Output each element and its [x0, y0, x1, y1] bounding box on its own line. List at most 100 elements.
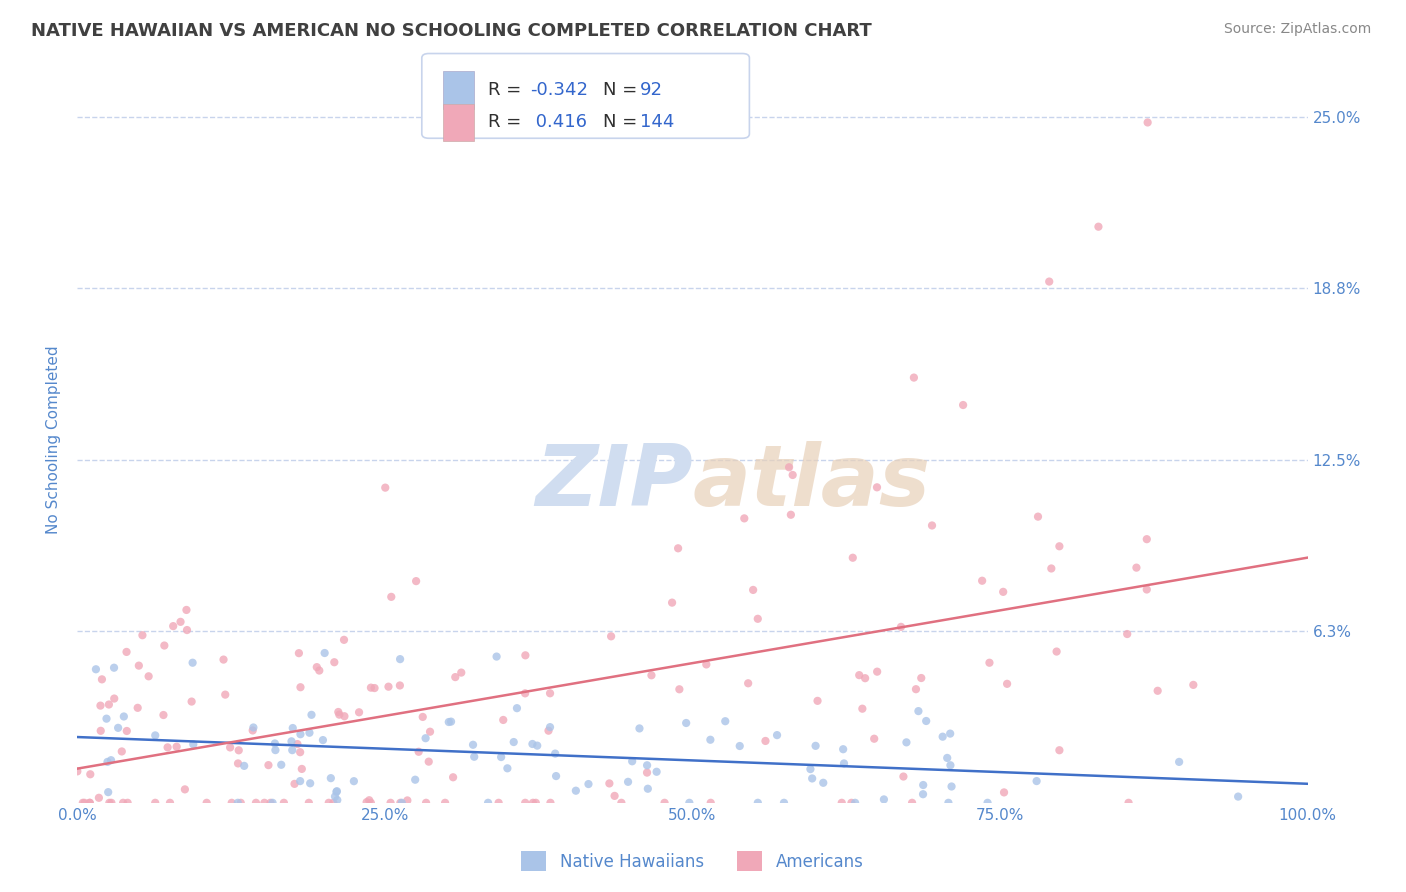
Point [322, 796, 344, 810]
Point [264, 743, 287, 757]
Point [489, 750, 512, 764]
Point [212, 652, 235, 666]
Point [921, 518, 943, 533]
Point [907, 704, 929, 718]
Point [496, 761, 519, 775]
Point [281, 721, 304, 735]
Point [1146, 683, 1168, 698]
Point [893, 770, 915, 784]
Point [848, 668, 870, 682]
Point [1087, 219, 1109, 234]
Point [522, 796, 544, 810]
Point [176, 623, 198, 637]
Point [637, 781, 659, 796]
Point [281, 743, 304, 757]
Point [298, 725, 321, 739]
Point [1168, 755, 1191, 769]
Point [288, 745, 311, 759]
Point [912, 778, 935, 792]
Point [546, 769, 568, 783]
Point [408, 745, 430, 759]
Point [506, 701, 529, 715]
Point [610, 796, 633, 810]
Point [444, 670, 467, 684]
Point [299, 776, 322, 790]
Point [90, 723, 112, 738]
Point [221, 796, 243, 810]
Point [737, 676, 759, 690]
Point [308, 664, 330, 678]
Point [100, 753, 122, 767]
Point [915, 714, 938, 728]
Point [995, 677, 1018, 691]
Point [380, 796, 402, 810]
Point [621, 754, 644, 768]
Point [173, 782, 195, 797]
Point [1026, 509, 1049, 524]
Point [128, 658, 150, 673]
Point [1136, 532, 1159, 546]
Point [333, 632, 356, 647]
Text: 144: 144 [640, 113, 673, 131]
Point [117, 796, 139, 810]
Point [152, 708, 174, 723]
Point [180, 695, 202, 709]
Point [98, 796, 121, 810]
Point [233, 759, 256, 773]
Point [1118, 796, 1140, 810]
Point [245, 796, 267, 810]
Point [253, 796, 276, 810]
Point [79, 767, 101, 781]
Point [226, 756, 249, 771]
Point [866, 665, 889, 679]
Point [290, 727, 312, 741]
Point [485, 649, 508, 664]
Point [318, 796, 340, 810]
Point [391, 796, 413, 810]
Point [111, 744, 134, 758]
Point [678, 796, 700, 810]
Point [181, 737, 204, 751]
Point [733, 511, 755, 525]
Point [565, 783, 588, 797]
Text: N =: N = [603, 113, 643, 131]
Point [388, 678, 411, 692]
Point [910, 671, 932, 685]
Point [695, 657, 717, 672]
Point [79, 796, 101, 810]
Point [288, 646, 311, 660]
Point [73, 796, 96, 810]
Point [242, 723, 264, 738]
Point [89, 698, 111, 713]
Point [162, 619, 184, 633]
Point [396, 793, 419, 807]
Point [1116, 627, 1139, 641]
Text: atlas: atlas [693, 442, 931, 524]
Point [600, 629, 623, 643]
Point [903, 370, 925, 384]
Point [374, 481, 396, 495]
Text: ZIP: ZIP [534, 442, 693, 524]
Point [347, 706, 370, 720]
Point [782, 467, 804, 482]
Point [356, 795, 378, 809]
Text: NATIVE HAWAIIAN VS AMERICAN NO SCHOOLING COMPLETED CORRELATION CHART: NATIVE HAWAIIAN VS AMERICAN NO SCHOOLING… [31, 22, 872, 40]
Point [1182, 678, 1205, 692]
Point [166, 739, 188, 754]
Point [270, 757, 292, 772]
Point [863, 731, 886, 746]
Point [259, 796, 281, 810]
Point [522, 737, 544, 751]
Point [360, 681, 382, 695]
Point [389, 796, 412, 810]
Point [778, 460, 800, 475]
Point [853, 671, 876, 685]
Point [280, 734, 302, 748]
Point [363, 681, 385, 695]
Point [873, 792, 896, 806]
Point [866, 480, 889, 494]
Point [714, 714, 737, 729]
Point [283, 777, 305, 791]
Point [156, 740, 179, 755]
Point [477, 796, 499, 810]
